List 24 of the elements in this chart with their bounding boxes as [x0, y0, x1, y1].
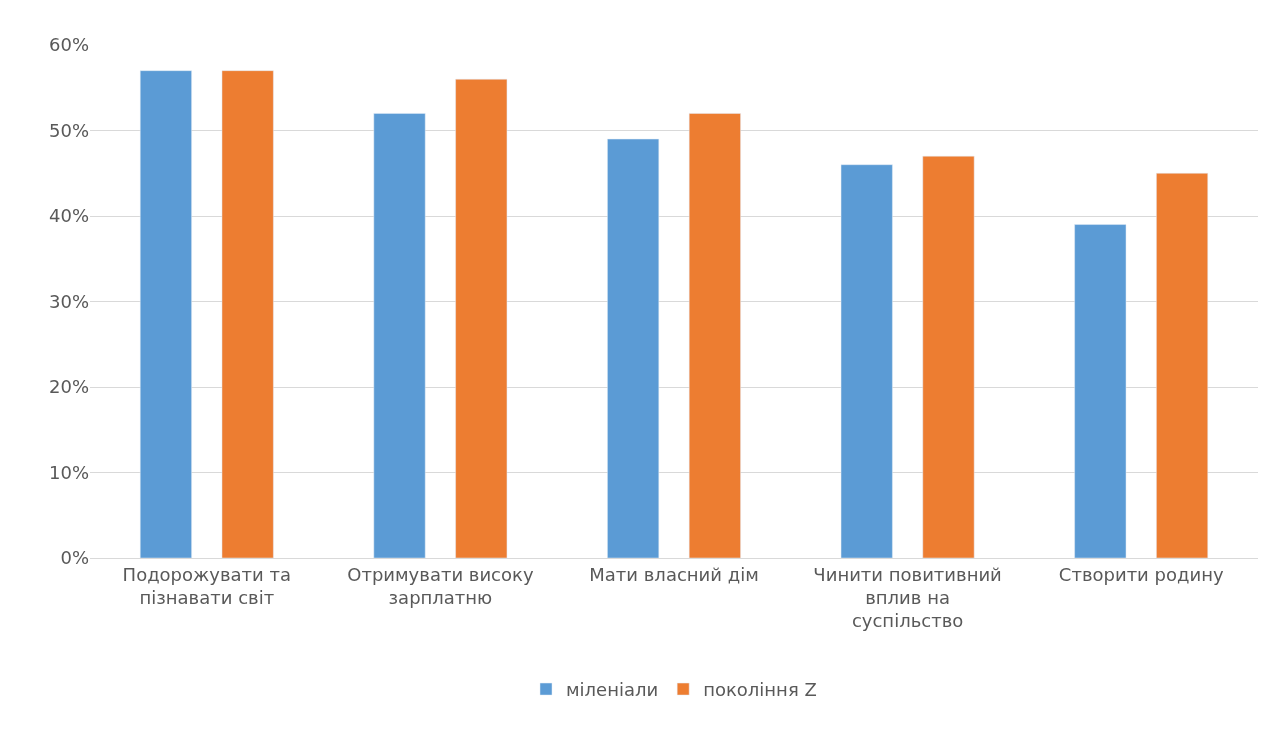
x-tick-label: Мати власний дім	[589, 563, 759, 585]
bar	[455, 78, 508, 558]
legend-label: міленіали	[566, 679, 659, 701]
bar	[922, 155, 975, 558]
bar	[607, 138, 660, 558]
x-tick-label: Створити родину	[1058, 563, 1224, 585]
bar	[1074, 224, 1127, 558]
bar	[221, 70, 274, 558]
bar	[688, 113, 741, 558]
y-tick-label: 10%	[48, 461, 89, 483]
legend-label: покоління Z	[703, 679, 817, 701]
bar	[139, 70, 192, 558]
bar	[840, 164, 893, 558]
x-tick-label: Чинити повитивний вплив на суспільство	[813, 563, 1002, 632]
y-tick-label: 30%	[48, 290, 89, 312]
bar	[1156, 173, 1209, 558]
x-tick-label: Подорожувати та пізнавати світ	[122, 563, 291, 608]
y-tick-label: 40%	[48, 205, 89, 227]
bar	[373, 113, 426, 558]
y-tick-label: 0%	[60, 547, 89, 569]
x-tick-label: Отримувати високу зарплатню	[347, 563, 534, 608]
y-tick-label: 50%	[48, 119, 89, 141]
y-tick-label: 60%	[48, 34, 89, 56]
y-tick-label: 20%	[48, 376, 89, 398]
